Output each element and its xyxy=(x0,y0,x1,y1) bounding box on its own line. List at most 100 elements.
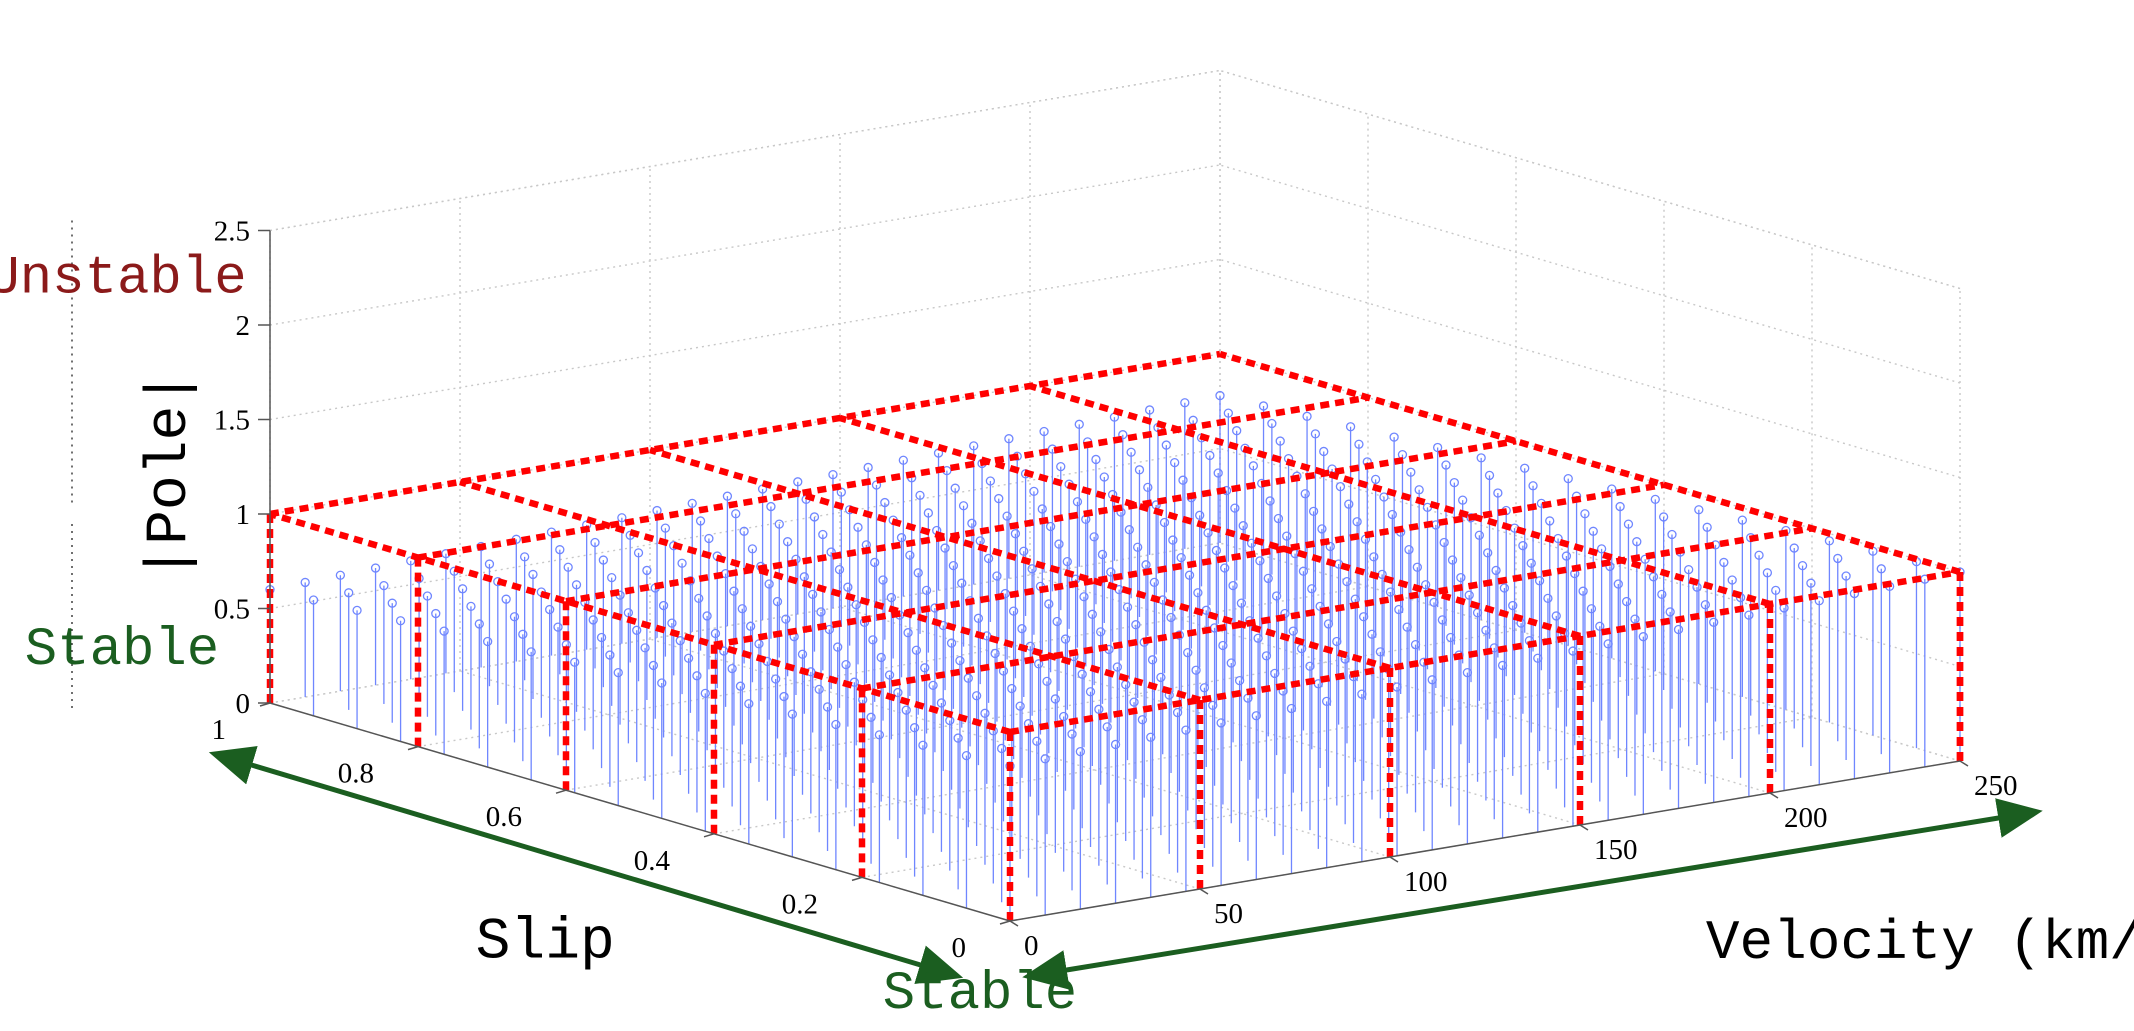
stem-marker xyxy=(1124,525,1134,535)
stem-marker xyxy=(640,643,650,653)
stem-marker xyxy=(990,648,1000,659)
stem-marker xyxy=(1595,621,1605,631)
stem-marker xyxy=(1335,481,1346,492)
stem-marker xyxy=(781,614,791,624)
stem-marker xyxy=(1213,468,1223,478)
stem-marker xyxy=(1275,436,1285,446)
stem-marker xyxy=(871,480,882,490)
stem-marker xyxy=(1665,607,1675,617)
stem-marker xyxy=(958,501,969,511)
stem-marker xyxy=(1017,624,1027,634)
grid-line-y-floor-4 xyxy=(417,585,1369,748)
y-tick-label-1: 0.2 xyxy=(782,888,818,920)
stem-marker xyxy=(1607,484,1617,494)
stem-marker xyxy=(822,702,833,712)
stem-marker xyxy=(1019,546,1029,556)
stem-marker xyxy=(1147,655,1158,665)
stem-marker xyxy=(1059,711,1069,722)
stem-marker xyxy=(816,607,826,617)
stem-marker xyxy=(1199,683,1210,693)
stem-marker xyxy=(519,552,530,562)
stem-marker xyxy=(928,680,938,691)
grid-line-z-side-1 xyxy=(1219,447,1961,668)
z-tick-label-3: 1.5 xyxy=(214,405,250,437)
stem-marker xyxy=(1085,687,1096,697)
stem-marker xyxy=(1251,711,1261,721)
grid-line-z-back-4 xyxy=(269,164,1221,326)
stem-marker xyxy=(1159,517,1170,528)
stem-marker xyxy=(1230,503,1240,513)
stem-marker xyxy=(1406,467,1416,477)
stem-marker xyxy=(598,555,609,565)
z-tick-label-2: 1 xyxy=(236,499,251,531)
stem-marker xyxy=(1744,610,1754,620)
stem-marker xyxy=(1369,552,1379,562)
stem-marker xyxy=(1146,732,1156,742)
stem-marker xyxy=(466,601,476,612)
stem-marker xyxy=(1370,474,1381,485)
stem-marker xyxy=(1004,434,1014,444)
stem-marker xyxy=(457,584,468,594)
stem-marker xyxy=(1458,495,1468,505)
stem-marker xyxy=(1702,522,1712,532)
grid-line-z-side-2 xyxy=(1219,353,1961,573)
x-axis-title: Velocity (km/h) xyxy=(1706,911,2134,975)
stem-marker xyxy=(1615,501,1625,512)
x-tick-label-2: 100 xyxy=(1404,866,1448,898)
stem-marker xyxy=(677,558,687,568)
stem-marker xyxy=(1302,411,1312,421)
stem-marker xyxy=(824,624,834,635)
stem-marker xyxy=(1483,548,1493,558)
stem-marker xyxy=(1267,418,1277,429)
stem-marker xyxy=(1534,576,1545,586)
stem-marker xyxy=(1493,488,1503,498)
stem-marker xyxy=(1476,453,1486,463)
stem-marker xyxy=(1446,632,1456,643)
stem-marker xyxy=(1184,570,1195,580)
stem-marker xyxy=(1357,689,1367,699)
stem-marker xyxy=(555,545,565,555)
stem-marker xyxy=(1632,537,1642,547)
stem-marker xyxy=(1414,485,1424,495)
stem-marker xyxy=(973,613,984,623)
stem-marker xyxy=(1054,539,1064,549)
stem-marker xyxy=(1545,516,1555,526)
stem-marker xyxy=(1404,545,1414,555)
stem-marker xyxy=(911,645,922,655)
stem-marker xyxy=(1441,460,1451,470)
stem-marker xyxy=(605,650,615,660)
stem-marker xyxy=(766,501,776,512)
stem-marker xyxy=(1806,578,1816,588)
stem-marker xyxy=(1027,564,1037,574)
stem-marker xyxy=(1178,475,1188,485)
stem-marker xyxy=(1156,672,1166,683)
stem-marker xyxy=(1814,596,1824,606)
stem-marker xyxy=(1588,526,1598,536)
stem-marker xyxy=(948,560,959,571)
velocity-stable-arrow xyxy=(1022,798,2043,990)
stem-marker xyxy=(1265,496,1275,506)
stem-marker xyxy=(1094,704,1104,714)
stem-marker xyxy=(1096,627,1106,637)
stem-marker xyxy=(1323,619,1334,629)
stem-marker xyxy=(613,667,623,678)
stem-marker xyxy=(809,512,820,522)
stem-marker xyxy=(1042,676,1052,687)
stem-marker xyxy=(905,550,915,560)
stem-marker xyxy=(793,477,803,487)
stem-marker xyxy=(1325,541,1335,552)
stem-marker xyxy=(1319,446,1329,457)
x-tick-label-5: 250 xyxy=(1974,770,2018,802)
stem-marker xyxy=(1211,545,1222,556)
stem-marker xyxy=(940,543,950,553)
stem-marker xyxy=(1551,611,1561,621)
stem-marker xyxy=(1228,580,1238,591)
stem-marker xyxy=(1183,648,1193,658)
stem-marker xyxy=(1236,598,1247,608)
stem-marker xyxy=(1176,552,1186,563)
x-tick-label-1: 50 xyxy=(1214,898,1243,930)
y-tick-label-2: 0.4 xyxy=(634,845,671,877)
y-axis-title: Slip xyxy=(476,911,615,976)
stem-marker xyxy=(1286,703,1297,714)
stem-marker xyxy=(1474,530,1485,540)
